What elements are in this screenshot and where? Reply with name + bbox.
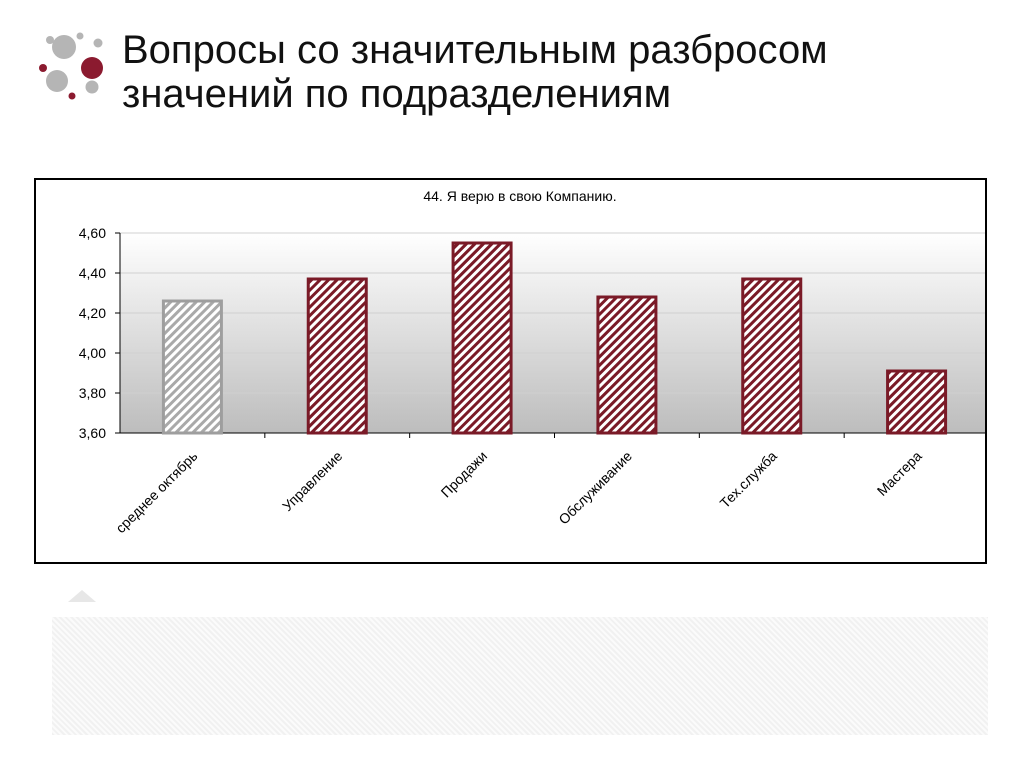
y-tick-label: 4,20 bbox=[79, 305, 106, 321]
x-tick-label: Продажи bbox=[438, 448, 491, 501]
slide-title-line-1: Вопросы со значительным разбросом bbox=[122, 28, 828, 72]
chart-container: 44. Я верю в свою Компанию. 3,60 3,80 4,00… bbox=[34, 178, 987, 564]
x-tick-label: Тех.служба bbox=[717, 448, 780, 511]
slide-title: Вопросы со значительным разбросом значен… bbox=[122, 28, 1002, 116]
notes-pane-arrow bbox=[68, 590, 96, 602]
dots-logo-icon bbox=[39, 32, 103, 100]
y-tick-label: 4,60 bbox=[79, 225, 106, 241]
x-tick-label: Управление bbox=[279, 448, 345, 514]
bar bbox=[741, 277, 803, 435]
x-tick-label: среднее октябрь bbox=[112, 448, 200, 536]
bar bbox=[886, 369, 948, 435]
slide-title-line-2: значений по подразделениям bbox=[122, 72, 672, 116]
y-tick-label: 4,00 bbox=[79, 345, 106, 361]
y-tick-label: 4,40 bbox=[79, 265, 106, 281]
x-tick-label: Обслуживание bbox=[555, 448, 635, 528]
chart-title: 44. Я верю в свою Компанию. bbox=[423, 188, 616, 204]
bar-chart: 44. Я верю в свою Компанию. 3,60 3,80 4,00… bbox=[79, 188, 985, 536]
notes-pane bbox=[52, 617, 988, 735]
x-tick-label: Мастера bbox=[874, 448, 925, 499]
bar bbox=[306, 277, 368, 435]
y-tick-label: 3,60 bbox=[79, 425, 106, 441]
bar bbox=[451, 241, 513, 435]
plot-area bbox=[120, 233, 985, 433]
bar bbox=[161, 299, 223, 435]
y-tick-label: 3,80 bbox=[79, 385, 106, 401]
bar bbox=[596, 295, 658, 435]
